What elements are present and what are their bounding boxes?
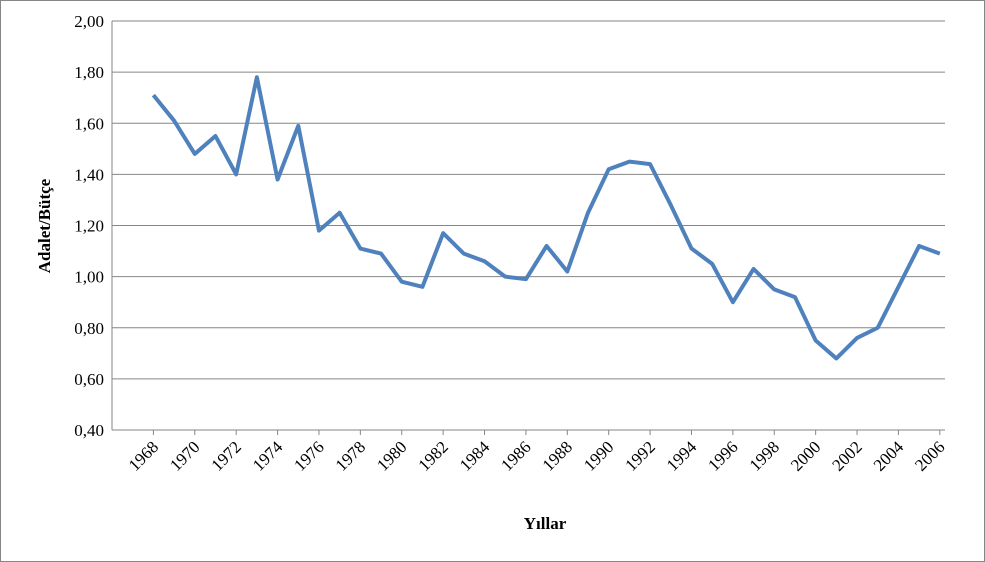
y-tick-label: 2,00	[74, 12, 104, 31]
y-tick-label: 1,40	[74, 165, 104, 184]
y-tick-label: 0,60	[74, 370, 104, 389]
y-tick-label: 1,60	[74, 114, 104, 133]
y-tick-label: 1,80	[74, 63, 104, 82]
y-tick-label: 1,20	[74, 217, 104, 236]
y-tick-label: 0,40	[74, 421, 104, 440]
y-tick-label: 1,00	[74, 268, 104, 287]
x-axis-title: Yıllar	[524, 514, 567, 533]
y-axis-title: Adalet/Bütçe	[35, 178, 54, 273]
y-tick-label: 0,80	[74, 319, 104, 338]
data-line	[151, 75, 941, 361]
